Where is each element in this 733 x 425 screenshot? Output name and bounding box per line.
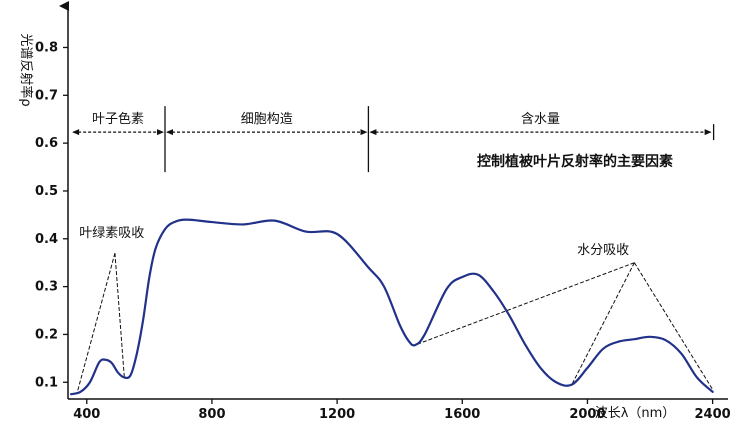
x-tick-label: 400 (73, 407, 100, 422)
x-tick-label: 2400 (695, 407, 731, 422)
x-tick-group: 400 800 1200 1600 2000 2400 (73, 399, 731, 422)
region-label: 叶子色素 (92, 111, 144, 127)
region-group: 叶子色素 细胞构造 含水量 (72, 106, 715, 173)
y-tick-group: 0.1 0.2 0.3 0.4 0.5 0.6 0.7 0.8 (35, 40, 68, 390)
y-axis-label: 光谱反射率ρ (18, 33, 34, 106)
series-line-reflectance (70, 218, 714, 396)
x-tick-label: 1200 (319, 407, 355, 422)
y-tick-label: 0.3 (35, 280, 58, 295)
annotation-leader (571, 262, 635, 385)
y-tick-label: 0.5 (35, 184, 58, 199)
annotation-leader (633, 262, 714, 390)
annotation-label: 叶绿素吸收 (79, 226, 144, 241)
y-tick-label: 0.7 (35, 88, 58, 103)
x-axis-label: 波长λ（nm） (595, 406, 676, 421)
chart-title: 控制植被叶片反射率的主要因素 (477, 153, 673, 170)
x-tick-label: 800 (198, 407, 225, 422)
y-tick-label: 0.1 (35, 375, 58, 390)
region-label: 细胞构造 (241, 112, 293, 127)
x-tick-label: 2000 (569, 407, 605, 422)
y-tick-label: 0.2 (35, 327, 58, 342)
annotation-leader (114, 253, 125, 378)
annotation-leader (415, 262, 635, 346)
annotation-label: 水分吸收 (577, 243, 629, 258)
y-tick-label: 0.6 (35, 136, 58, 151)
y-tick-label: 0.8 (35, 40, 58, 55)
region-label: 含水量 (521, 111, 560, 127)
x-tick-label: 1600 (444, 407, 480, 422)
y-tick-label: 0.4 (35, 232, 58, 247)
